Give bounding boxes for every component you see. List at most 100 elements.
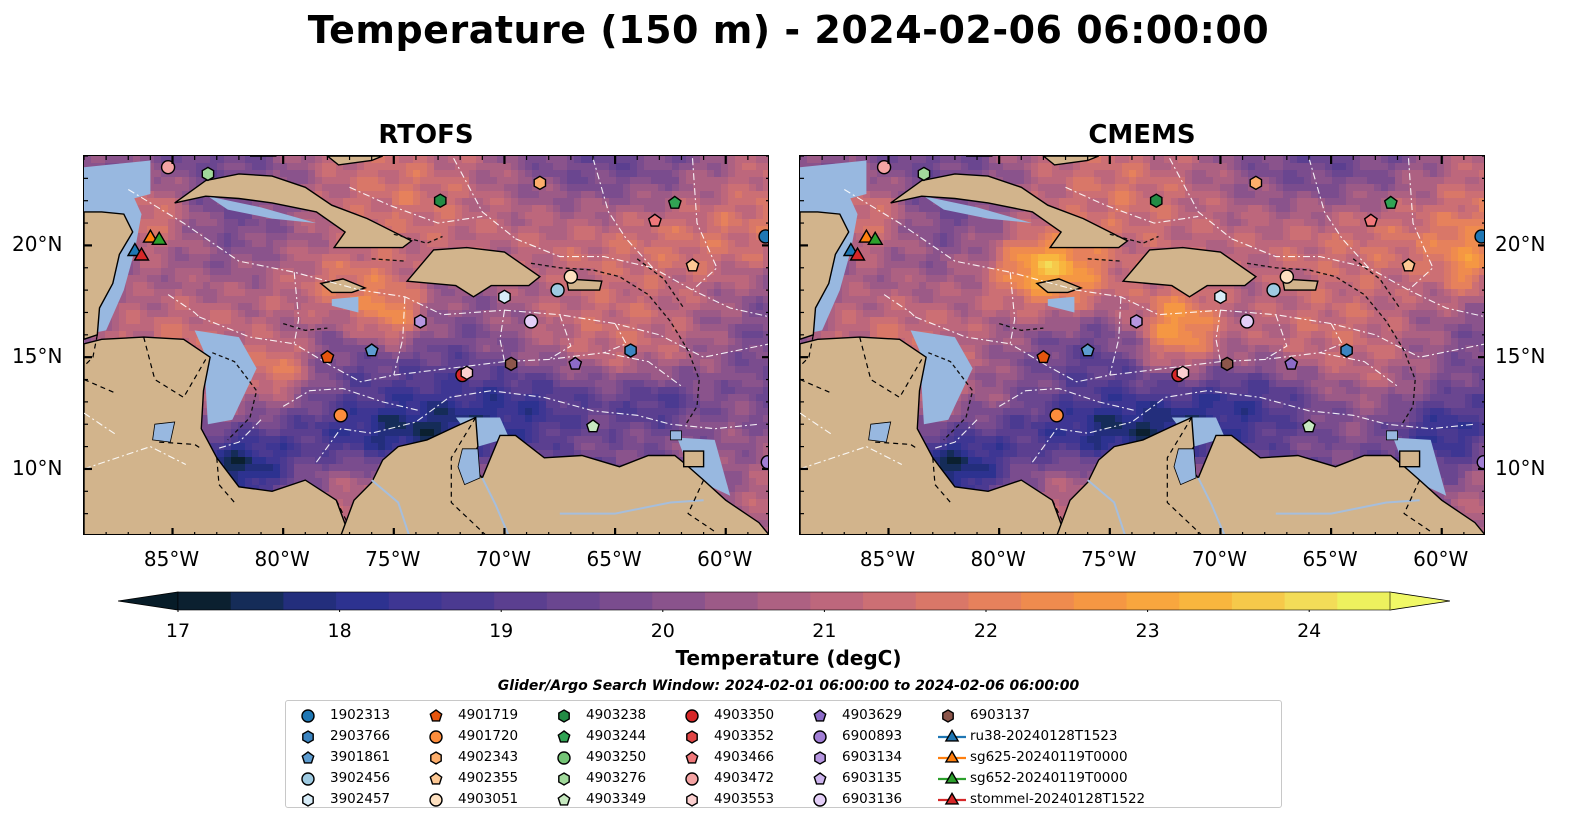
legend-label: 4903472 — [714, 770, 775, 786]
eez-boundary — [1407, 158, 1434, 291]
legend-label: 4903350 — [714, 707, 775, 723]
float-marker-4901719[interactable] — [320, 349, 335, 364]
lon-tick-label: 70°W — [1191, 547, 1248, 571]
shelf-area — [923, 196, 1033, 224]
float-marker-4903466[interactable] — [647, 213, 662, 227]
float-marker-4903466[interactable] — [1363, 213, 1378, 227]
float-marker-4903553[interactable] — [460, 365, 474, 381]
float-marker-6903134[interactable] — [1130, 314, 1143, 329]
map-panel-cmems[interactable] — [799, 155, 1485, 535]
depth-contour — [212, 352, 258, 441]
float-marker-4903051[interactable] — [563, 269, 579, 284]
colorbar-segment — [494, 592, 548, 610]
colorbar-segment — [336, 592, 390, 610]
float-marker-4903276[interactable] — [201, 166, 215, 182]
colorbar-segment — [1073, 592, 1128, 610]
eez-boundary — [1009, 272, 1016, 344]
circle-marker-icon — [429, 730, 443, 744]
glider-marker-stommel[interactable] — [849, 246, 866, 261]
float-marker-4903051[interactable] — [1279, 269, 1295, 284]
float-marker-3902457[interactable] — [498, 289, 511, 305]
float-marker-4903629[interactable] — [1284, 356, 1299, 370]
glider-marker-sg652[interactable] — [151, 230, 168, 246]
float-marker-1902313[interactable] — [1474, 229, 1485, 244]
shelf-area — [1047, 296, 1075, 313]
legend-item: 4903051 — [424, 789, 544, 810]
colorbar-segment — [968, 592, 1022, 610]
float-marker-1902313[interactable] — [758, 229, 769, 244]
legend-item: 3902457 — [296, 789, 416, 810]
hexagon-marker-icon — [686, 793, 698, 807]
depth-contour — [928, 352, 974, 441]
float-marker-3901861[interactable] — [364, 343, 379, 357]
float-marker-4903349[interactable] — [1301, 419, 1316, 433]
colorbar-segment — [1284, 592, 1338, 610]
float-marker-6903136[interactable] — [1239, 314, 1255, 329]
float-marker-4903238[interactable] — [433, 193, 447, 209]
float-marker-3901861[interactable] — [1080, 343, 1095, 357]
float-marker-6900893[interactable] — [760, 455, 769, 470]
float-marker-4902355[interactable] — [1401, 258, 1416, 272]
lat-tick-label: 15°N — [12, 344, 63, 369]
lon-tick-label: 75°W — [365, 547, 421, 571]
legend-item: 4903244 — [552, 726, 672, 747]
legend-label: 1902313 — [330, 707, 391, 723]
float-marker-4902343[interactable] — [1249, 175, 1263, 191]
float-marker-4903472[interactable] — [876, 159, 892, 175]
float-marker-4901719[interactable] — [1036, 349, 1051, 364]
float-marker-4901720[interactable] — [1049, 408, 1064, 423]
legend-item: 6900893 — [808, 726, 928, 747]
legend-item: 4903472 — [680, 768, 800, 789]
float-marker-4902355[interactable] — [685, 258, 700, 272]
float-marker-6903136[interactable] — [523, 314, 539, 329]
float-marker-4901720[interactable] — [333, 408, 348, 423]
country-border — [143, 336, 207, 399]
lon-tick-label: 80°W — [254, 547, 310, 571]
river — [1087, 479, 1126, 534]
legend-item: ru38-20240128T1523 — [936, 726, 1117, 747]
float-marker-4903629[interactable] — [568, 356, 583, 370]
float-marker-4903238[interactable] — [1149, 193, 1163, 209]
float-marker-6903137[interactable] — [1220, 356, 1234, 372]
glider-marker-stommel[interactable] — [133, 246, 150, 261]
pentagon-marker-icon — [429, 709, 443, 722]
legend-label: 3902457 — [330, 791, 391, 807]
float-marker-2903766[interactable] — [624, 343, 637, 358]
river — [481, 477, 510, 534]
hexagon-marker-icon — [558, 709, 570, 723]
map-panel-rtofs[interactable] — [83, 155, 769, 535]
depth-contour — [1246, 262, 1416, 425]
colorbar-tick-label: 18 — [327, 620, 352, 642]
float-marker-2903766[interactable] — [1340, 343, 1353, 358]
float-marker-4903244[interactable] — [1383, 195, 1398, 209]
float-marker-3902456[interactable] — [1266, 282, 1281, 298]
lon-tick-label: 85°W — [859, 547, 916, 571]
float-marker-4903472[interactable] — [160, 159, 176, 175]
float-marker-4902343[interactable] — [533, 175, 547, 191]
glider-marker-sg625[interactable] — [142, 228, 159, 243]
float-marker-3902457[interactable] — [1214, 289, 1227, 305]
float-marker-4903244[interactable] — [667, 195, 682, 209]
glider-marker-sg625[interactable] — [858, 228, 875, 243]
float-marker-6903137[interactable] — [504, 356, 518, 372]
circle-marker-icon — [685, 709, 699, 723]
circle-marker-icon — [301, 772, 315, 786]
glider-marker-icon — [938, 750, 966, 763]
eez-boundary — [1308, 158, 1370, 269]
glider-marker-sg652[interactable] — [867, 230, 884, 246]
colorbar-segment — [1231, 592, 1286, 610]
map-canvas-cmems — [800, 156, 1485, 534]
float-marker-6903134[interactable] — [414, 314, 427, 329]
float-marker-4903553[interactable] — [1176, 365, 1190, 381]
legend-label: 6903137 — [970, 707, 1031, 723]
float-marker-6900893[interactable] — [1476, 455, 1485, 470]
float-marker-4903349[interactable] — [585, 419, 600, 433]
colorbar-segment — [178, 592, 232, 610]
colorbar-tick-label: 24 — [1297, 620, 1322, 642]
eez-boundary — [349, 186, 483, 224]
legend-label: 4901719 — [458, 707, 519, 723]
pentagon-marker-icon — [557, 730, 571, 743]
float-marker-4903276[interactable] — [917, 166, 931, 182]
colorbar-segment — [599, 592, 653, 610]
float-marker-3902456[interactable] — [550, 282, 565, 298]
